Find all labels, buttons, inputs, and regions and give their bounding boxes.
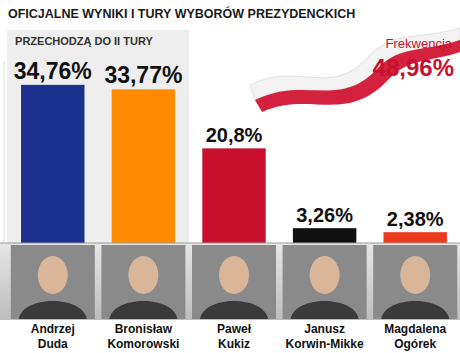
photo: [11, 245, 95, 319]
photo-frame: [373, 245, 457, 319]
title: OFICJALNE WYNIKI I TURY WYBORÓW PREZYDEN…: [8, 6, 355, 21]
photo: [373, 245, 457, 319]
data-label: 2,38%: [387, 208, 444, 230]
x-axis: AndrzejDuda BronisławKomorowski PawełKukiz…: [31, 322, 447, 351]
photo-body: [291, 301, 359, 319]
data-label: 34,76%: [14, 58, 92, 84]
photo-frame: [11, 245, 95, 319]
tick-label: MagdalenaOgórek: [384, 322, 446, 351]
photo-body: [109, 301, 177, 319]
photo-face: [128, 256, 158, 294]
photo-body: [19, 301, 87, 319]
bar: [21, 85, 84, 243]
photo-face: [219, 256, 249, 294]
data-label: 3,26%: [296, 204, 353, 226]
bar: [202, 148, 265, 243]
data-label: 33,77%: [104, 62, 182, 88]
chart: OFICJALNE WYNIKI I TURY WYBORÓW PREZYDEN…: [0, 0, 460, 353]
photo: [192, 245, 276, 319]
photo: [101, 245, 185, 319]
photo-face: [400, 256, 430, 294]
photo-strip: [0, 243, 460, 320]
photo: [283, 245, 367, 319]
bar: [293, 228, 356, 243]
bar: [384, 232, 447, 243]
tick-label: PawełKukiz: [217, 322, 252, 351]
tick-label: JanuszKorwin-Mikke: [286, 322, 364, 351]
annotation: PRZECHODZĄ DO II TURY: [15, 35, 153, 47]
data-labels: 34,76% 33,77% 20,8% 3,26% 2,38%: [14, 58, 444, 230]
photo-face: [310, 256, 340, 294]
photo-body: [200, 301, 268, 319]
photo-body: [381, 301, 449, 319]
bars: [21, 85, 447, 243]
photo-frame: [192, 245, 276, 319]
panel: [7, 30, 189, 243]
baseline: [0, 243, 460, 244]
photo-frame: [101, 245, 185, 319]
ribbon: [250, 28, 460, 112]
annotation: 48,96%: [373, 54, 454, 81]
axis-line: [4, 61, 5, 243]
photo-frame: [283, 245, 367, 319]
bar: [112, 89, 175, 243]
photo-face: [38, 256, 68, 294]
tick-label: AndrzejDuda: [31, 322, 75, 351]
photos: [11, 245, 457, 319]
data-label: 20,8%: [206, 124, 263, 146]
annotation: Frekwencja: [386, 36, 453, 51]
tick-label: BronisławKomorowski: [107, 322, 179, 351]
